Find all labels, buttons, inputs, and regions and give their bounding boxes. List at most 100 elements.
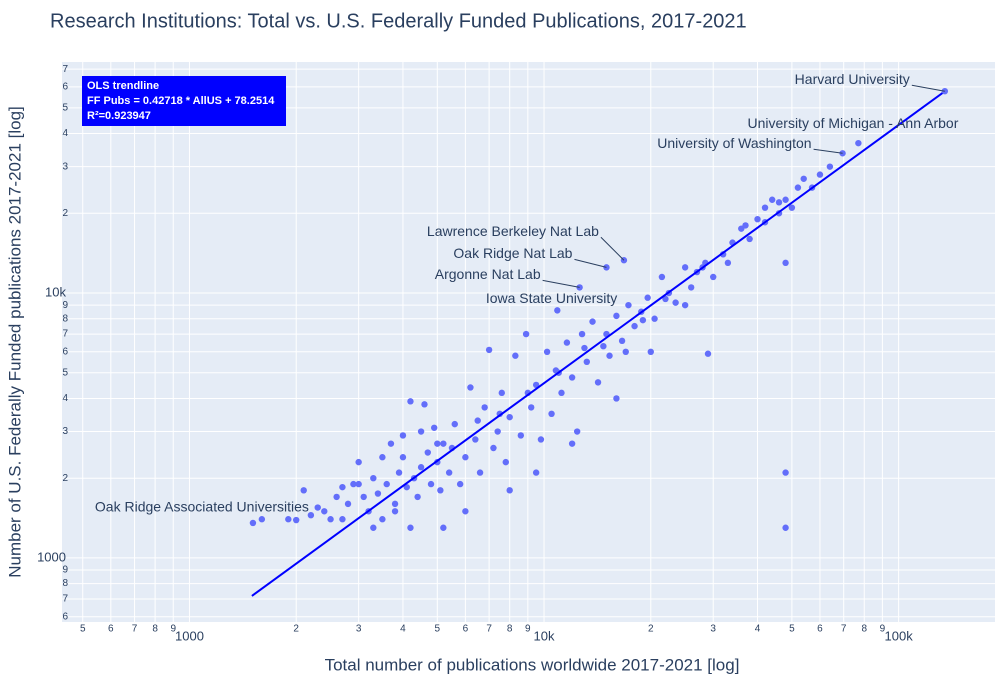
y-tick-label: 7 (62, 329, 68, 340)
point (462, 454, 469, 461)
point (451, 420, 458, 428)
point (681, 301, 689, 309)
point (424, 449, 431, 456)
point (782, 259, 789, 267)
point (782, 469, 789, 476)
y-tick-label: 1000 (37, 549, 66, 564)
point (421, 401, 428, 408)
point (490, 444, 497, 452)
point (395, 469, 403, 476)
point (522, 330, 530, 338)
point (344, 500, 352, 508)
point (687, 284, 695, 291)
point (355, 480, 362, 488)
point (594, 379, 602, 386)
point (651, 315, 658, 322)
point (494, 428, 501, 435)
point (537, 436, 545, 443)
point (440, 524, 447, 531)
y-tick-label: 7 (62, 64, 68, 75)
annotated-point (249, 519, 257, 527)
point (350, 480, 357, 488)
point (339, 483, 346, 491)
x-tick-label: 2 (293, 624, 299, 635)
point (437, 487, 444, 494)
plot-area (62, 62, 995, 622)
x-tick-label: 7 (841, 624, 847, 635)
x-tick-label: 8 (152, 624, 158, 635)
annotation-label: University of Michigan - Ann Arbor (747, 115, 958, 131)
annotation-label: Iowa State University (486, 290, 618, 306)
x-tick-label: 7 (486, 624, 492, 635)
point (618, 337, 626, 345)
point (558, 389, 565, 397)
point (681, 264, 689, 271)
point (314, 504, 321, 511)
annotation-arrow (911, 84, 945, 92)
point (775, 199, 783, 206)
point (417, 428, 425, 435)
annotation-arrow (574, 258, 607, 268)
point (794, 184, 802, 191)
y-tick-label: 6 (62, 82, 68, 93)
point (285, 516, 292, 523)
point (631, 322, 638, 330)
point (647, 348, 654, 356)
trend-box-equation: FF Pubs = 0.42718 * AllUS + 78.2514 (87, 95, 275, 107)
point (399, 454, 407, 461)
x-tick-label: 9 (170, 624, 176, 635)
point (403, 483, 410, 491)
point (502, 458, 509, 466)
point (581, 344, 588, 352)
point (307, 511, 315, 519)
point (498, 389, 505, 397)
point (639, 316, 647, 324)
annotation-arrow (600, 236, 625, 261)
point (600, 342, 607, 350)
point (399, 432, 407, 439)
point (568, 440, 576, 447)
x-tick-label: 5 (80, 624, 86, 635)
x-tick-label: 7 (132, 624, 138, 635)
y-tick-label: 6 (62, 611, 68, 622)
point (625, 301, 632, 309)
point (583, 358, 590, 366)
point (644, 294, 651, 301)
x-tick-label: 4 (400, 624, 406, 635)
point (370, 474, 377, 482)
point (672, 299, 679, 306)
point (430, 424, 438, 431)
y-tick-label: 10k (45, 284, 66, 299)
point (300, 487, 307, 494)
point (543, 348, 551, 356)
point (427, 480, 435, 488)
point (724, 259, 732, 267)
point (481, 404, 488, 411)
point (532, 469, 540, 476)
x-tick-label: 3 (710, 624, 716, 635)
point (391, 508, 399, 515)
x-tick-label: 5 (435, 624, 441, 635)
point (517, 432, 525, 439)
point (407, 524, 414, 531)
point (456, 480, 464, 488)
y-tick-label: 5 (62, 367, 68, 378)
y-tick-label: 8 (62, 578, 68, 589)
trend-box-r2: R²=0.923947 (87, 110, 151, 122)
point (746, 235, 753, 243)
annotation-label: Argonne Nat Lab (435, 266, 541, 282)
point (462, 508, 469, 515)
point (563, 339, 571, 346)
x-tick-label: 1000 (175, 628, 204, 643)
point (414, 493, 421, 501)
point (506, 413, 513, 421)
point (360, 493, 367, 501)
y-tick-label: 2 (62, 208, 68, 219)
point (472, 436, 479, 443)
y-tick-label: 7 (62, 594, 68, 605)
point (512, 352, 519, 359)
point (506, 487, 513, 494)
y-tick-label: 6 (62, 346, 68, 357)
y-axis-title: Number of U.S. Federally Funded publicat… (5, 106, 24, 578)
